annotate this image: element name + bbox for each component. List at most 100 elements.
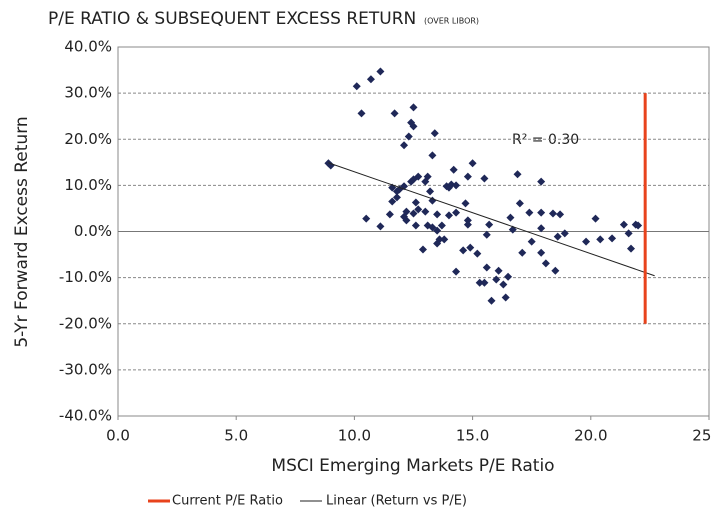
point [626,244,635,253]
point [527,237,536,246]
point [487,296,496,305]
x-axis-title: MSCI Emerging Markets P/E Ratio [271,456,554,476]
point [428,151,437,160]
x-tick-label: 0.0 [106,427,130,445]
point [537,248,546,257]
point [414,172,423,181]
point [426,187,435,196]
y-tick-label: -20.0% [59,314,112,332]
point [326,161,335,170]
point [437,221,446,230]
y-tick-label: -10.0% [59,268,112,286]
point [560,229,569,238]
point [452,267,461,276]
legend-label: Current P/E Ratio [172,494,283,509]
point [440,235,449,244]
point [433,226,442,235]
point [452,208,461,217]
point [504,272,513,281]
point [482,230,491,239]
point [433,210,442,219]
point [388,197,397,206]
y-tick-label: 20.0% [64,130,112,148]
point [418,245,427,254]
point [414,205,423,214]
point [461,199,470,208]
point [385,210,394,219]
point [407,118,416,127]
point [376,67,385,76]
point [501,293,510,302]
point [596,235,605,244]
point [402,207,411,216]
point [411,221,420,230]
point [430,129,439,138]
point [482,263,491,272]
point [463,172,472,181]
point [463,220,472,229]
point [466,243,475,252]
point [409,103,418,112]
x-tick-label: 25.0 [692,427,712,445]
point [548,209,557,218]
point [506,213,515,222]
point [624,229,633,238]
point [537,208,546,217]
point [634,221,643,230]
point [480,278,489,287]
point [402,216,411,225]
annotation: R² = 0.30 [512,132,579,148]
point [475,278,484,287]
point [449,165,458,174]
point [541,259,550,268]
y-axis-title: 5-Yr Forward Excess Return [12,116,32,347]
point [551,266,560,275]
point [463,216,472,225]
chart-subtitle: (OVER LIBOR) [424,17,479,26]
y-tick-label: 30.0% [64,84,112,102]
y-tick-label: -40.0% [59,407,112,425]
point [421,207,430,216]
point [513,170,522,179]
point [525,208,534,217]
point [362,214,371,223]
point [366,75,375,84]
point [608,234,617,243]
point [376,222,385,231]
y-tick-label: -30.0% [59,360,112,378]
x-tick-label: 5.0 [224,427,248,445]
y-tick-label: 0.0% [74,222,112,240]
point [392,193,401,202]
point [591,214,600,223]
point [499,280,508,289]
y-tick-label: 40.0% [64,38,112,56]
point [390,109,399,118]
point [411,198,420,207]
point [452,181,461,190]
point [619,220,628,229]
x-tick-label: 15.0 [456,427,489,445]
y-tick-label: 10.0% [64,176,112,194]
point [582,237,591,246]
point [518,248,527,257]
x-tick-label: 10.0 [338,427,371,445]
point [473,249,482,258]
point [515,199,524,208]
legend-label: Linear (Return vs P/E) [326,494,467,509]
point [423,172,432,181]
point [537,177,546,186]
point [480,174,489,183]
point [492,275,501,284]
point [357,109,366,118]
point [435,235,444,244]
point [409,209,418,218]
point [553,232,562,241]
point [352,82,361,91]
trendline [328,162,655,277]
point [459,246,468,255]
point [400,141,409,150]
chart-title: P/E RATIO & SUBSEQUENT EXCESS RETURN [48,9,416,29]
point [444,211,453,220]
point [468,159,477,168]
